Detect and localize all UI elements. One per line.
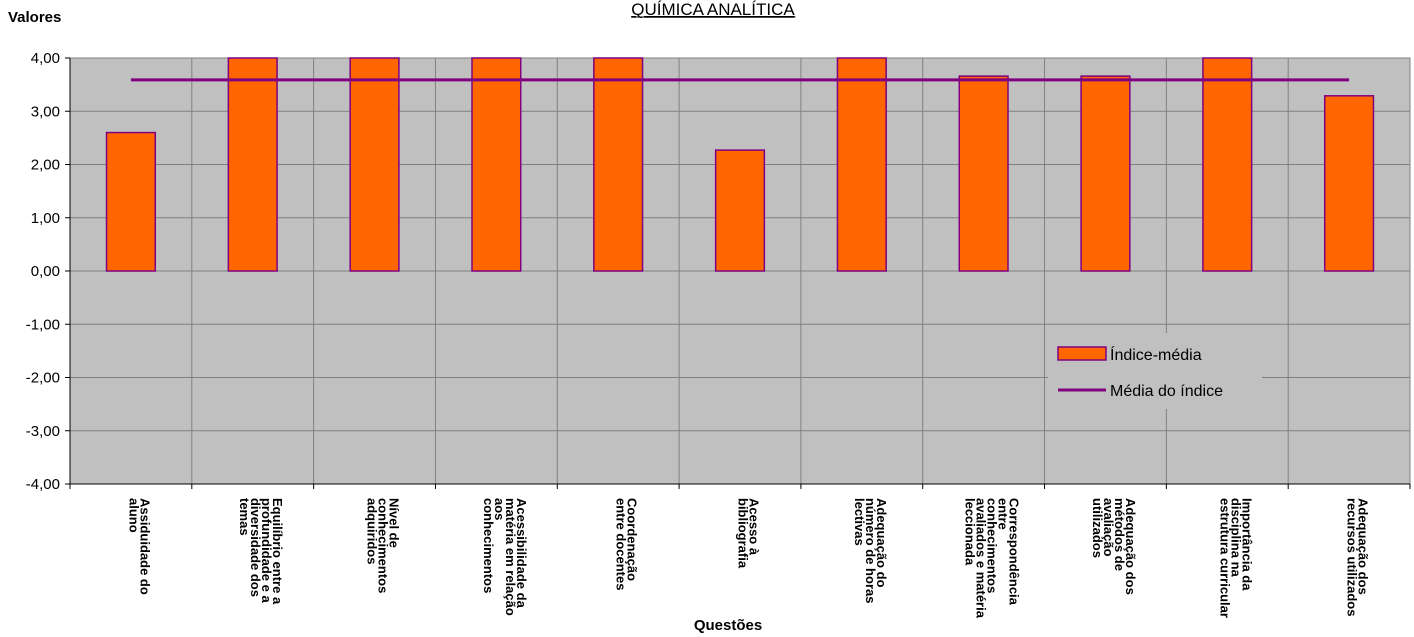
x-tick-label-line: aluno [126, 498, 141, 533]
x-tick-label-line: Correspondência [1007, 498, 1022, 606]
x-tick-label-line: disciplina na [1228, 498, 1243, 578]
y-ticks: 4,00 3,00 2,00 1,00 0,00 -1,00 -2,00 -3,00 -4,00 [26, 50, 70, 493]
y-tick-label: 3,00 [31, 103, 60, 120]
legend-label-bar: Índice-média [1110, 345, 1202, 364]
bar [593, 57, 644, 272]
legend-box [1048, 333, 1262, 409]
x-tick-label-line: utilizados [1090, 498, 1105, 558]
x-tick-label-line: conhecimentos [481, 498, 496, 593]
x-tick-label-line: recursos utilizados [1345, 498, 1360, 616]
chart-title: QUÍMICA ANALÍTICA [631, 0, 795, 19]
x-tick-label-line: avaliados e matéria [974, 498, 989, 619]
x-tick-label-line: profundidade e a [259, 498, 274, 604]
x-tick-label-line: entre docentes [614, 498, 629, 590]
y-tick-label: -4,00 [26, 476, 60, 493]
x-tick-label-line: matéria em relação [503, 498, 518, 616]
x-tick-label-line: entre [996, 498, 1011, 530]
y-tick-label: -1,00 [26, 316, 60, 333]
x-tick-label-line: temas [237, 498, 252, 536]
x-tick-label-line: conhecimentos [985, 498, 1000, 593]
x-tick-label-line: adquiridos [365, 498, 380, 564]
y-tick-label: 4,00 [31, 50, 60, 67]
x-tick-label-line: Acesso à [747, 498, 762, 556]
y-tick-label: 0,00 [31, 263, 60, 280]
x-tick-label-line: avaliação [1101, 498, 1116, 557]
x-tick-label-line: aos [492, 498, 507, 520]
x-tick-label-line: diversidade dos [248, 498, 263, 597]
y-tick-label: -3,00 [26, 423, 60, 440]
bar [227, 57, 278, 272]
x-tick-label-line: Nível de [387, 498, 402, 548]
x-tick-label-line: Importância da [1239, 498, 1254, 591]
x-tick-label-line: Coordenação [625, 498, 640, 581]
bar [1080, 75, 1131, 272]
x-tick-label-line: conhecimentos [376, 498, 391, 593]
x-tick-label-line: métodos de [1112, 498, 1127, 571]
bar [105, 131, 157, 272]
x-tick-label-line: estrutura curricular [1217, 498, 1232, 618]
bars [105, 57, 1375, 272]
x-tick-label-line: Adequação dos [1356, 498, 1371, 595]
x-tick-label-line: Equilíbrio entre a [270, 498, 285, 605]
y-tick-label: 1,00 [31, 210, 60, 227]
x-tick-label-line: Adequação dos [1123, 498, 1138, 595]
bar [836, 57, 887, 272]
x-tick-label-line: número de horas [863, 498, 878, 603]
x-tick-label-line: leccionada [963, 498, 978, 566]
bar [349, 57, 400, 272]
legend-swatch-bar [1057, 346, 1107, 361]
legend: Índice-média Média do índice [1048, 333, 1262, 409]
y-tick-label: -2,00 [26, 370, 60, 387]
bar [1202, 57, 1253, 272]
bar [714, 149, 766, 272]
x-tick-label-line: lectivas [852, 498, 867, 546]
legend-label-line: Média do índice [1110, 383, 1223, 400]
x-tick-label-line: bibliografia [736, 498, 751, 569]
y-axis-label: Valores [8, 9, 61, 26]
bar [958, 75, 1009, 272]
x-tick-label-line: Acessibilidade da [514, 498, 529, 609]
y-tick-label: 2,00 [31, 157, 60, 174]
bar [471, 57, 522, 272]
bar [1323, 95, 1375, 272]
x-tick-label: Correspondênciaentreconhecimentosavaliad… [963, 498, 1022, 619]
x-axis-label: Questões [694, 617, 762, 634]
x-tick-label-line: Adequação do [874, 498, 889, 588]
x-tick-label-line: Assiduidade do [137, 498, 152, 595]
